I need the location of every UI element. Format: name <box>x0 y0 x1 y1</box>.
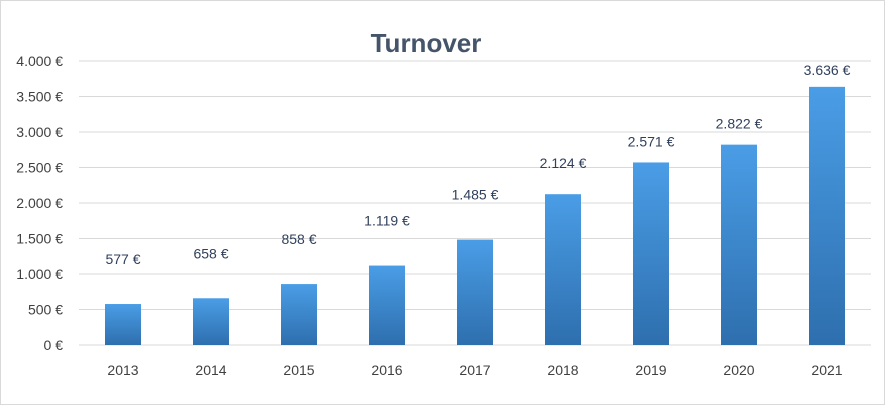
data-labels: 577 € 658 € 858 € 1.119 € 1.485 € 2.124 € 2.57… <box>105 62 850 267</box>
bar-2018 <box>545 194 581 345</box>
bar-2014 <box>193 298 229 345</box>
x-tick-label-2017: 2017 <box>459 362 490 378</box>
y-tick-label: 1.000 € <box>16 266 63 282</box>
x-tick-label-2015: 2015 <box>283 362 314 378</box>
x-tick-label-2019: 2019 <box>635 362 666 378</box>
data-label-2013: 577 € <box>105 251 140 267</box>
data-label-2021: 3.636 € <box>804 62 851 78</box>
y-tick-label: 500 € <box>28 302 63 318</box>
x-tick-label-2020: 2020 <box>723 362 754 378</box>
data-label-2017: 1.485 € <box>452 187 499 203</box>
x-axis-tick-labels: 2013 2014 2015 2016 2017 2018 2019 2020 2021 <box>107 362 842 378</box>
data-label-2018: 2.124 € <box>540 155 587 171</box>
bar-2016 <box>369 265 405 345</box>
x-tick-label-2021: 2021 <box>811 362 842 378</box>
x-tick-label-2018: 2018 <box>547 362 578 378</box>
bar-2021 <box>809 86 845 346</box>
y-tick-label: 4.000 € <box>16 53 63 69</box>
y-tick-label: 0 € <box>44 337 64 353</box>
data-label-2020: 2.822 € <box>716 116 763 132</box>
bar-2015 <box>281 284 317 345</box>
bar-2020 <box>721 144 757 345</box>
bar-2019 <box>633 162 669 345</box>
y-tick-label: 1.500 € <box>16 231 63 247</box>
data-label-2016: 1.119 € <box>364 213 410 229</box>
data-label-2015: 858 € <box>281 231 316 247</box>
chart-title: Turnover <box>371 28 482 58</box>
y-tick-label: 2.000 € <box>16 195 63 211</box>
bar-2013 <box>105 304 141 345</box>
x-tick-label-2016: 2016 <box>371 362 402 378</box>
y-axis-tick-labels: 0 € 500 € 1.000 € 1.500 € 2.000 € 2.500 € 3.00… <box>16 53 63 353</box>
x-tick-label-2013: 2013 <box>107 362 138 378</box>
y-tick-label: 2.500 € <box>16 160 63 176</box>
x-tick-label-2014: 2014 <box>195 362 226 378</box>
data-label-2014: 658 € <box>193 245 228 261</box>
y-tick-label: 3.500 € <box>16 89 63 105</box>
bars <box>105 86 845 346</box>
y-tick-label: 3.000 € <box>16 124 63 140</box>
data-label-2019: 2.571 € <box>628 133 675 149</box>
bar-2017 <box>457 239 493 345</box>
